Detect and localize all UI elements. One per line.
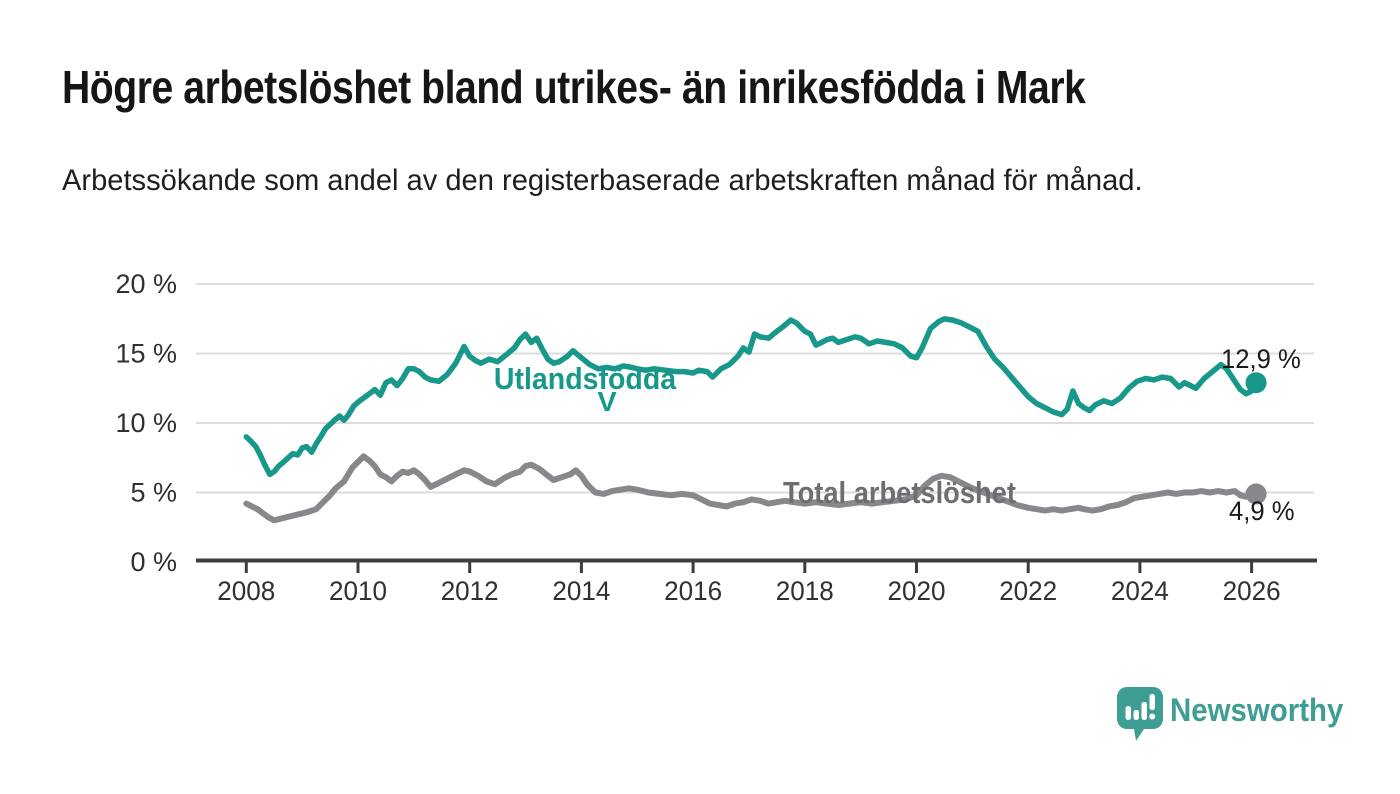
y-axis-label: 15 % [115,339,177,369]
y-axis-label: 10 % [115,408,177,438]
newsworthy-logo-text: Newsworthy [1170,692,1344,728]
x-axis-label: 2008 [217,576,275,606]
series-label-utlandsfodda: Utlandsfödda [493,361,677,396]
x-axis-label: 2012 [441,576,499,606]
speech-bubble-shape [1117,687,1163,741]
series-end-dot-total [1245,483,1267,505]
newsworthy-logo: Newsworthy [1117,687,1377,747]
x-axis-label: 2014 [552,576,610,606]
x-axis-label: 2020 [888,576,946,606]
end-value-label-utlandsfodda: 12,9 % [1221,344,1301,374]
chart-title: Högre arbetslöshet bland utrikes- än inr… [62,61,1086,113]
newsworthy-bubble-chart-icon [1117,687,1163,741]
series-label-arrow-down-icon: V [597,387,617,418]
x-axis-label: 2024 [1111,576,1169,606]
end-value-label-total: 4,9 % [1229,496,1295,526]
chart-subtitle: Arbetssökande som andel av den registerb… [62,164,1143,197]
series-end-dot-utlandsfodda [1245,372,1267,394]
x-axis-label: 2022 [999,576,1057,606]
x-axis-label: 2018 [776,576,834,606]
y-axis-label: 5 % [130,478,177,508]
y-axis-label: 20 % [115,269,177,299]
x-axis-label: 2026 [1223,576,1281,606]
x-axis-label: 2016 [664,576,722,606]
x-axis-label: 2010 [329,576,387,606]
series-line-utlandsfodda [243,316,1259,478]
series-line-total [243,453,1260,524]
y-axis-label: 0 % [130,547,177,577]
series-label-total: Total arbetslöshet [783,475,1016,510]
